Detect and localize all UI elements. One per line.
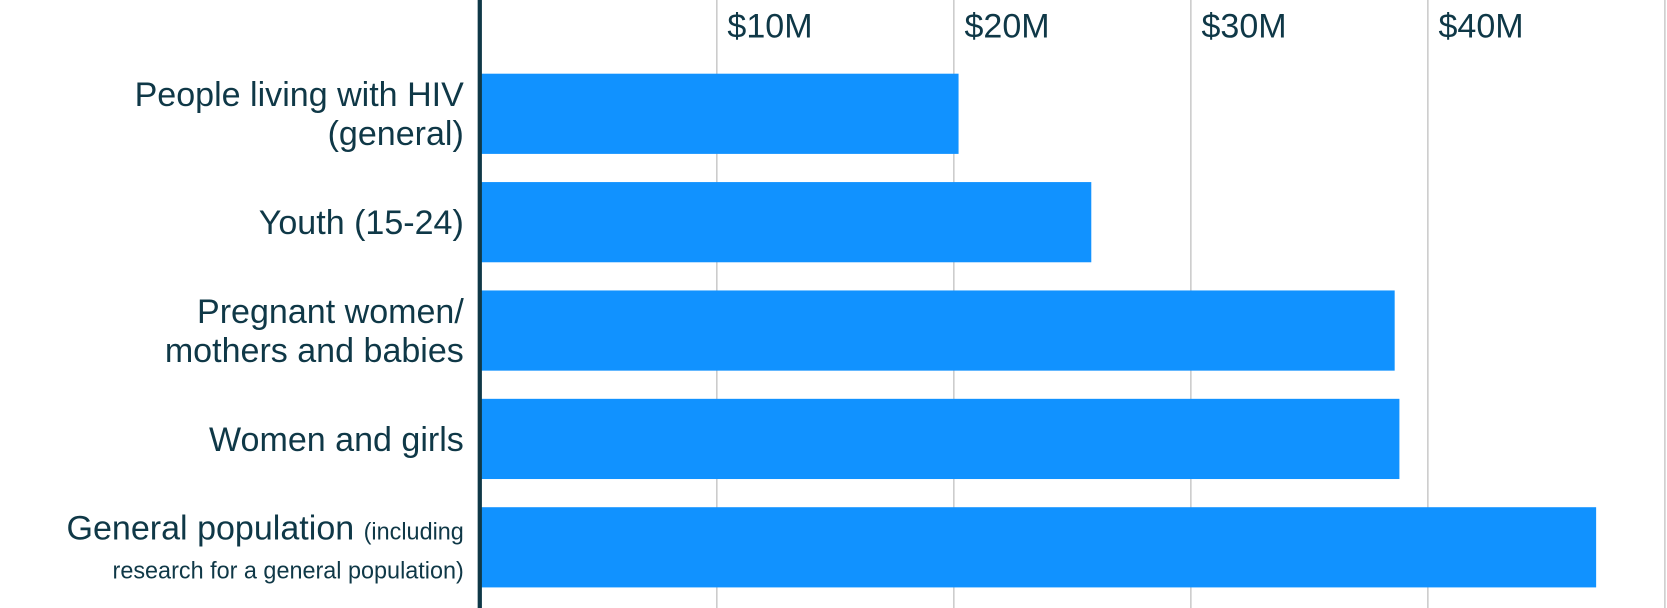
x-tick-label: $30M: [1201, 7, 1286, 45]
category-name: Youth (15-24): [258, 202, 464, 242]
category-label-box: General population (including research f…: [0, 493, 464, 601]
category-name: General population: [66, 508, 355, 548]
bar: [479, 290, 1395, 371]
bar: [479, 398, 1400, 480]
category-line: Pregnant women/: [197, 291, 464, 331]
category-note: (including research for a general popula…: [112, 518, 464, 585]
category-line: mothers and babies: [164, 330, 464, 370]
x-tick-label: $10M: [727, 7, 812, 45]
category-name: Women and girls: [209, 419, 464, 459]
category-line: (general): [327, 113, 464, 153]
category-line: General population (including research f…: [0, 508, 464, 586]
category-label-box: Pregnant women/mothers and babies: [0, 276, 464, 384]
category-line: People living with HIV: [134, 74, 464, 114]
category-label: People living with HIV(general): [0, 60, 464, 168]
bar: [479, 73, 959, 154]
bar: [479, 182, 1092, 263]
category-label-box: Women and girls: [0, 385, 464, 493]
category-label: Pregnant women/mothers and babies: [0, 276, 464, 384]
x-tick-label: $20M: [964, 7, 1049, 45]
category-label: Youth (15-24): [0, 168, 464, 276]
bar: [479, 507, 1597, 588]
category-line: Youth (15-24): [0, 203, 464, 242]
category-line: Women and girls: [0, 419, 464, 458]
category-label-box: Youth (15-24): [0, 168, 464, 276]
category-label: Women and girls: [0, 385, 464, 493]
category-label-box: People living with HIV (general): [0, 60, 464, 168]
category-label: General population (including research f…: [0, 493, 464, 601]
x-tick-label: $40M: [1438, 7, 1523, 45]
